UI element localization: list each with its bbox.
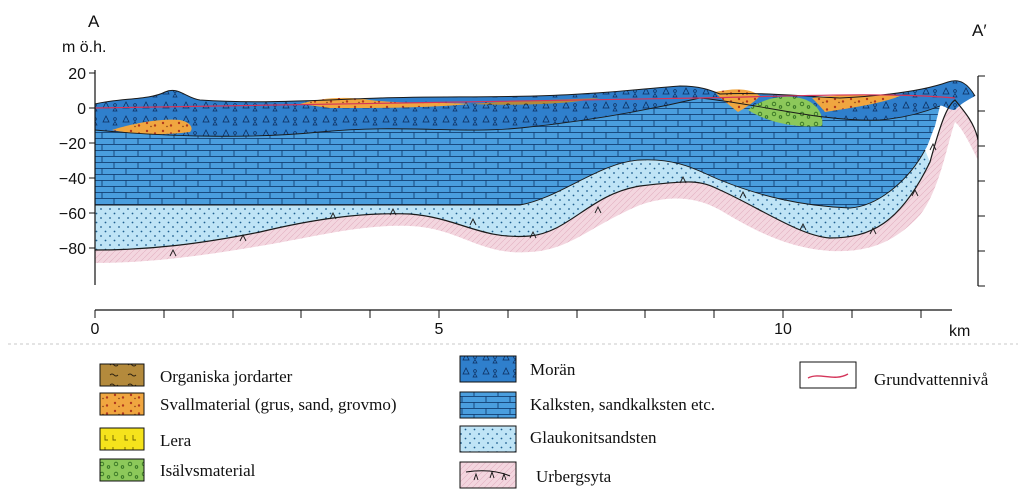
section-end-label: A′ bbox=[972, 21, 987, 40]
wave-washed-lens-right-a bbox=[715, 89, 760, 112]
y-tick-label: 0 bbox=[77, 101, 86, 118]
x-tick-label: 0 bbox=[91, 321, 100, 338]
legend-label: Kalksten, sandkalksten etc. bbox=[530, 395, 715, 414]
legend-label: Isälvsmaterial bbox=[160, 461, 256, 480]
legend-item-bedrock: Urbergsyta bbox=[459, 461, 612, 489]
legend-label: Morän bbox=[530, 360, 576, 379]
legend-item-glauconite-sandstone: Glaukonitsandsten bbox=[459, 425, 657, 453]
y-axis: 20 0 −20 −40 −60 −80 bbox=[59, 66, 96, 285]
legend-label: Lera bbox=[160, 431, 192, 450]
legend-item-organic-soil: Organiska jordarter bbox=[99, 363, 293, 387]
wave-washed-lens-right-b bbox=[812, 94, 900, 112]
section-start-label: A bbox=[88, 12, 100, 31]
x-tick-label: 10 bbox=[774, 321, 792, 338]
y-tick-label: −40 bbox=[59, 171, 86, 188]
y-tick-label: −80 bbox=[59, 241, 86, 258]
legend-item-limestone: Kalksten, sandkalksten etc. bbox=[459, 391, 715, 419]
glaciofluvial-lens bbox=[748, 96, 823, 127]
y-tick-label: −60 bbox=[59, 206, 86, 223]
legend-label: Urbergsyta bbox=[536, 467, 612, 486]
limestone-layer bbox=[95, 98, 940, 208]
groundwater-level-line bbox=[94, 94, 956, 109]
legend-item-wave-washed: Svallmaterial (grus, sand, grovmo) bbox=[99, 392, 397, 416]
x-axis-unit-label: km bbox=[949, 323, 970, 340]
y-axis-unit-label: m ö.h. bbox=[62, 39, 106, 56]
bedrock-surface-line bbox=[94, 99, 979, 251]
legend-label: Glaukonitsandsten bbox=[530, 428, 657, 447]
legend-item-groundwater: Grundvattennivå bbox=[799, 361, 989, 389]
glauconite-sandstone-layer bbox=[95, 150, 930, 250]
legend-label: Grundvattennivå bbox=[874, 370, 989, 389]
wave-washed-lens-left bbox=[112, 119, 192, 135]
legend-label: Svallmaterial (grus, sand, grovmo) bbox=[160, 395, 397, 414]
bedrock-layer bbox=[95, 100, 978, 263]
distance-scale-bar: 0 5 10 km bbox=[91, 309, 970, 340]
y-tick-label: 20 bbox=[68, 66, 86, 83]
legend-item-clay: Lera bbox=[99, 427, 192, 451]
section-layers bbox=[94, 80, 979, 263]
legend-item-glaciofluvial: Isälvsmaterial bbox=[99, 458, 256, 482]
legend-item-till: Morän bbox=[459, 355, 576, 383]
right-axis bbox=[977, 75, 985, 287]
x-tick-label: 5 bbox=[435, 321, 444, 338]
legend-label: Organiska jordarter bbox=[160, 367, 293, 386]
y-tick-label: −20 bbox=[59, 136, 86, 153]
legend: Organiska jordarter Svallmaterial (grus,… bbox=[99, 355, 989, 489]
